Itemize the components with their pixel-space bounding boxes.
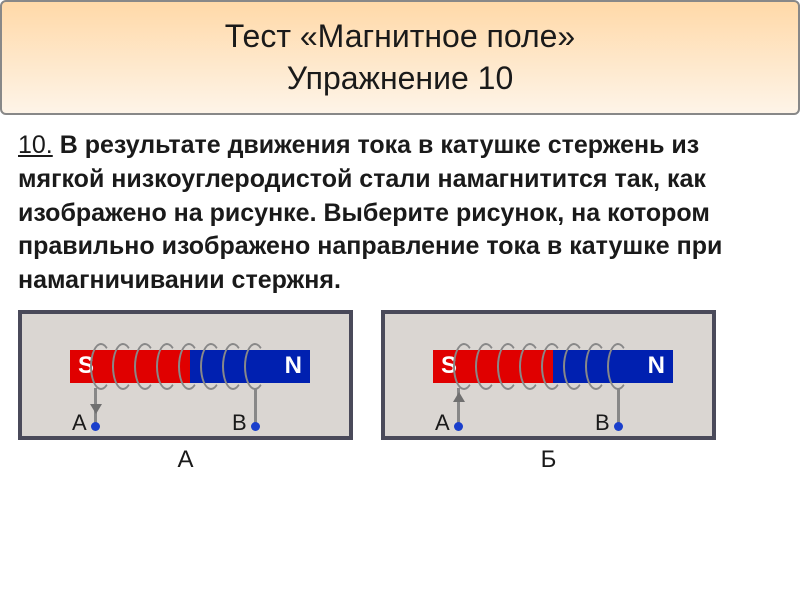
diagram-a-box: S N A B — [18, 310, 353, 440]
test-title-line2: Упражнение 10 — [287, 58, 514, 100]
wire-right-a — [254, 388, 257, 424]
question-number: 10. — [18, 131, 53, 159]
answer-label-b: Б — [541, 446, 557, 474]
diagram-a-wrapper: S N A B — [18, 310, 353, 474]
answer-label-a: А — [177, 446, 193, 474]
terminal-a-dot — [454, 422, 463, 431]
current-arrow-b — [453, 392, 465, 402]
current-arrow-a — [90, 404, 102, 414]
diagram-b-box: S N A B — [381, 310, 716, 440]
test-title-line1: Тест «Магнитное поле» — [225, 16, 575, 58]
terminal-a-dot — [91, 422, 100, 431]
wire-right-b — [617, 388, 620, 424]
coil-b — [453, 343, 633, 390]
diagram-b-wrapper: S N A B — [381, 310, 716, 474]
header-banner: Тест «Магнитное поле» Упражнение 10 — [0, 0, 800, 115]
diagrams-row: S N A B — [18, 310, 782, 474]
terminal-b-label: B — [232, 410, 247, 436]
content-area: 10. В результате движения тока в катушке… — [0, 115, 800, 488]
terminal-b-dot — [614, 422, 623, 431]
coil-a — [90, 343, 270, 390]
terminal-a-label: A — [435, 410, 450, 436]
question-body: В результате движения тока в катушке сте… — [18, 131, 722, 294]
terminal-a-label: A — [72, 410, 87, 436]
question-text: 10. В результате движения тока в катушке… — [18, 129, 782, 298]
terminal-b-label: B — [595, 410, 610, 436]
terminal-b-dot — [251, 422, 260, 431]
